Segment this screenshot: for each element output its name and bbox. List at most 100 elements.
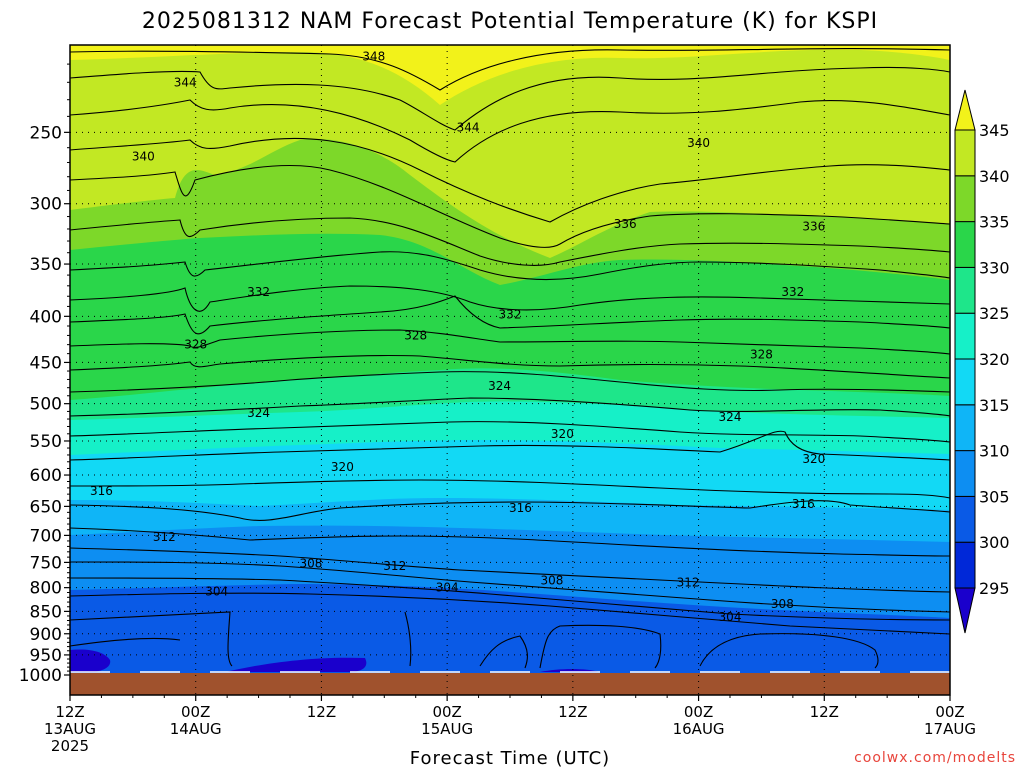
contour-label-text: 344 [457, 121, 480, 135]
contour-line [70, 611, 662, 669]
contour-label: 304 [205, 585, 228, 599]
contour-label: 328 [750, 348, 773, 362]
contour-line [70, 48, 950, 91]
contour-label-text: 332 [247, 285, 270, 299]
contour-line [70, 633, 879, 669]
colorbar-band [954, 266, 976, 314]
x-tick-label: 12Z [558, 703, 587, 721]
contour-labels: 348 344 344 340 340 336 336 332 332 332 328 328 328 3… [90, 50, 825, 624]
contour-label: 332 [781, 285, 804, 299]
contour-line [70, 354, 950, 379]
contour-line [70, 577, 950, 621]
contour-lines [70, 48, 950, 669]
contour-line [70, 397, 950, 417]
contour-line [70, 164, 950, 248]
y-tick-label: 950 [30, 646, 62, 666]
contour-label-text: 340 [132, 150, 155, 164]
colorbar-band [954, 450, 976, 497]
chart-title: 2025081312 NAM Forecast Potential Temper… [142, 9, 878, 34]
contour-label: 328 [404, 328, 427, 342]
contour-label: 340 [132, 150, 155, 164]
contour-label-text: 332 [781, 285, 804, 299]
contour-line [70, 430, 950, 461]
colorbar-tick-label: 325 [979, 304, 1010, 323]
contour-label: 332 [247, 285, 270, 299]
x-tick-label: 17AUG [924, 720, 976, 738]
contour-label-text: 316 [792, 497, 815, 511]
x-tick-label: 2025 [51, 737, 89, 755]
contour-label-text: 312 [677, 576, 700, 590]
contour-label-text: 308 [771, 597, 794, 611]
contour-label: 344 [457, 121, 480, 135]
contour-line [70, 479, 950, 499]
y-tick-label: 300 [30, 195, 62, 215]
contour-line [70, 592, 950, 635]
y-tick-label: 850 [30, 602, 62, 622]
y-tick-label: 500 [30, 395, 62, 415]
contour-label-text: 336 [614, 217, 637, 231]
x-tick-label: 15AUG [421, 720, 473, 738]
y-tick-label: 450 [30, 353, 62, 373]
contour-label-text: 304 [205, 585, 228, 599]
colorbar-band [954, 404, 976, 452]
contour-line [70, 217, 950, 266]
colorbar-extend-max [954, 89, 976, 131]
contour-label: 332 [499, 307, 522, 321]
y-tick-label: 900 [30, 625, 62, 645]
contour-label: 336 [614, 217, 637, 231]
theta-band-295-300-surface [70, 649, 600, 672]
colorbar-tick-label: 340 [979, 167, 1010, 186]
contour-label-text: 324 [488, 379, 511, 393]
y-tick-label: 350 [30, 255, 62, 275]
contour-label-text: 308 [540, 574, 563, 588]
colorbar-tick-label: 310 [979, 442, 1010, 461]
colorbar-tick-label: 330 [979, 258, 1010, 277]
contour-label: 340 [687, 136, 710, 150]
contour-label: 336 [802, 220, 825, 234]
contour-label-text: 304 [719, 610, 742, 624]
colorbar-band [954, 358, 976, 406]
contour-label-text: 332 [499, 307, 522, 321]
colorbar-band [954, 312, 976, 360]
y-tick-label: 250 [30, 123, 62, 143]
surface-ground [70, 673, 950, 695]
contour-label-text: 316 [509, 501, 532, 515]
contour-label-text: 336 [802, 220, 825, 234]
contour-line [70, 329, 950, 355]
contour-label-text: 320 [802, 452, 825, 466]
y-tick-label: 750 [30, 553, 62, 573]
contour-line [70, 295, 950, 335]
contour-label: 324 [247, 406, 270, 420]
contour-label: 312 [153, 530, 176, 544]
x-tick-label: 16AUG [673, 720, 725, 738]
x-tick-label: 12Z [55, 703, 84, 721]
x-tick-label: 12Z [810, 703, 839, 721]
colorbar-band [954, 129, 976, 177]
colorbar-tick-label: 305 [979, 487, 1010, 506]
contour-line [70, 561, 950, 613]
colorbar-band [954, 495, 976, 543]
contour-label-text: 340 [687, 136, 710, 150]
contour-line [70, 371, 950, 393]
contour-label-text: 328 [750, 348, 773, 362]
contour-label: 320 [331, 460, 354, 474]
x-tick-label: 13AUG [44, 720, 96, 738]
colorbar-tick-label: 300 [979, 533, 1010, 552]
contour-label: 308 [540, 574, 563, 588]
contour-label-text: 328 [404, 328, 427, 342]
contour-label: 304 [436, 581, 459, 595]
x-tick-label: 00Z [935, 703, 964, 721]
x-tick-label: 00Z [181, 703, 210, 721]
contour-label: 320 [802, 452, 825, 466]
y-tick-label: 700 [30, 526, 62, 546]
contour-label-text: 324 [719, 410, 742, 424]
contour-label: 320 [551, 427, 574, 441]
plot-area: 348 344 344 340 340 336 336 332 332 332 328 328 328 3… [70, 45, 950, 695]
y-tick-label: 600 [30, 466, 62, 486]
contour-label-text: 344 [174, 75, 197, 89]
y-axis: 250 300 350 400 450 500 550 600 650 700 750 800 850 9… [19, 63, 70, 686]
contour-label: 344 [174, 75, 197, 89]
contour-line [70, 66, 950, 131]
contour-label-text: 324 [247, 406, 270, 420]
